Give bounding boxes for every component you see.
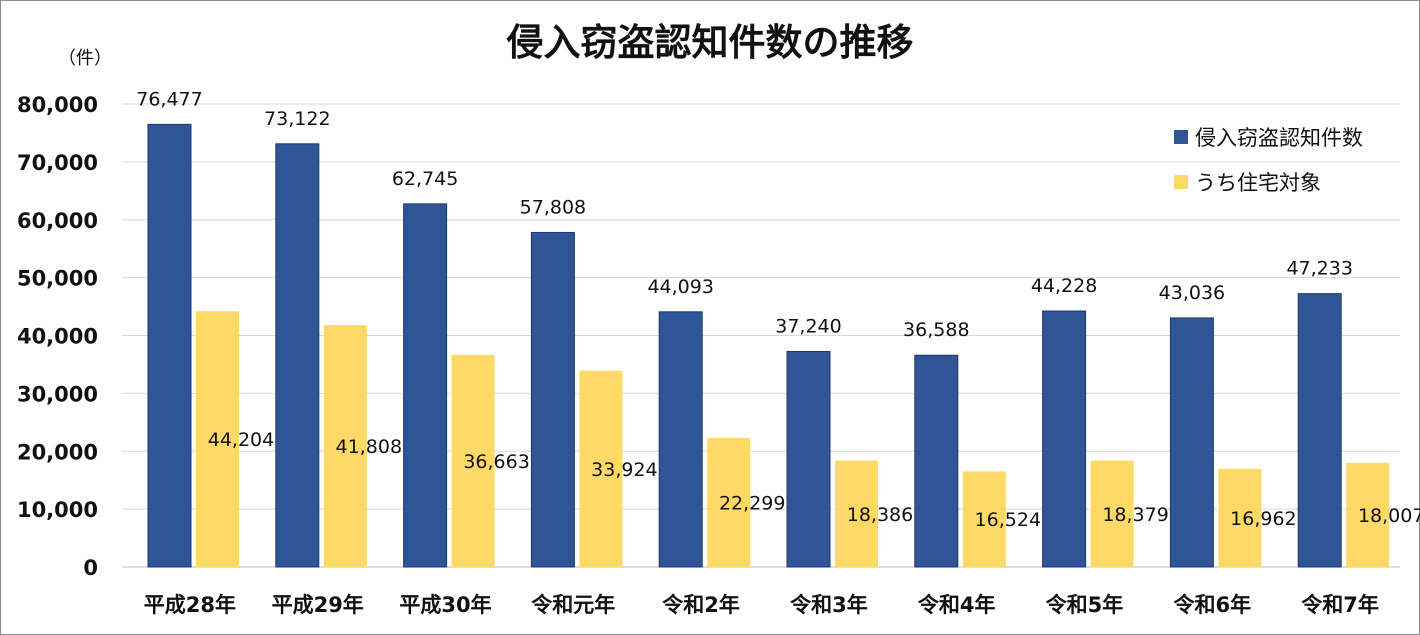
y-tick-label: 10,000 [17,498,98,522]
legend-swatch-residential [1174,175,1188,189]
data-label-total: 36,588 [903,319,969,341]
x-tick-label: 令和5年 [1046,593,1124,617]
data-label-residential: 18,379 [1102,504,1168,526]
chart-title: 侵入窃盗認知件数の推移 [506,21,914,64]
x-tick-label: 令和7年 [1301,593,1379,617]
data-label-residential: 44,204 [208,429,274,451]
data-label-total: 44,093 [647,276,713,298]
data-label-residential: 18,386 [847,504,913,526]
bar-total [914,354,959,568]
data-label-total: 44,228 [1031,275,1097,297]
x-tick-label: 令和2年 [662,593,740,617]
data-label-residential: 33,924 [591,459,657,481]
bar-residential [962,471,1006,567]
bar-residential [1090,460,1134,567]
y-tick-label: 20,000 [17,440,98,464]
data-label-total: 43,036 [1159,282,1225,304]
x-tick-label: 平成29年 [272,593,364,617]
y-tick-label: 0 [83,556,98,580]
y-tick-label: 60,000 [17,209,98,233]
data-label-residential: 18,007 [1358,505,1420,527]
legend-swatch-total [1174,130,1188,144]
data-label-total: 47,233 [1286,258,1352,280]
x-tick-label: 平成28年 [144,593,236,617]
data-label-residential: 16,524 [975,509,1041,531]
bar-residential [1346,462,1390,567]
bar-residential [323,325,367,567]
y-tick-label: 80,000 [17,93,98,117]
data-label-total: 62,745 [392,168,458,190]
bar-total [403,203,448,568]
bar-total [275,143,320,568]
legend-label-residential: うち住宅対象 [1195,171,1321,195]
data-label-residential: 36,663 [463,451,529,473]
bar-residential [451,354,495,567]
x-tick-label: 令和6年 [1173,593,1251,617]
bar-residential [835,460,878,567]
y-tick-label: 40,000 [17,325,98,349]
y-tick-label: 50,000 [17,267,98,291]
x-tick-label: 平成30年 [399,593,491,617]
bar-total [1297,293,1342,568]
bar-residential [707,437,751,567]
bar-total [1169,317,1214,568]
x-tick-label: 令和3年 [790,593,868,617]
bar-residential [1218,468,1262,567]
y-tick-label: 30,000 [17,382,98,406]
data-label-residential: 16,962 [1230,508,1296,530]
data-label-total: 37,240 [775,315,841,337]
x-tick-label: 令和元年 [531,593,615,617]
data-label-total: 57,808 [520,196,586,218]
data-label-total: 73,122 [264,108,330,130]
legend-label-total: 侵入窃盗認知件数 [1195,126,1363,150]
data-label-residential: 41,808 [336,436,402,458]
bar-total [147,123,192,568]
bar-residential [196,311,239,567]
data-label-total: 76,477 [136,88,202,110]
bar-total [786,350,831,568]
data-label-residential: 22,299 [719,492,785,514]
bar-total [530,231,575,568]
bar-total [1042,310,1087,568]
y-axis-unit-label: （件） [58,48,112,69]
y-tick-label: 70,000 [17,151,98,175]
bar-residential [579,370,623,567]
x-tick-label: 令和4年 [918,593,996,617]
bar-total [658,311,703,568]
